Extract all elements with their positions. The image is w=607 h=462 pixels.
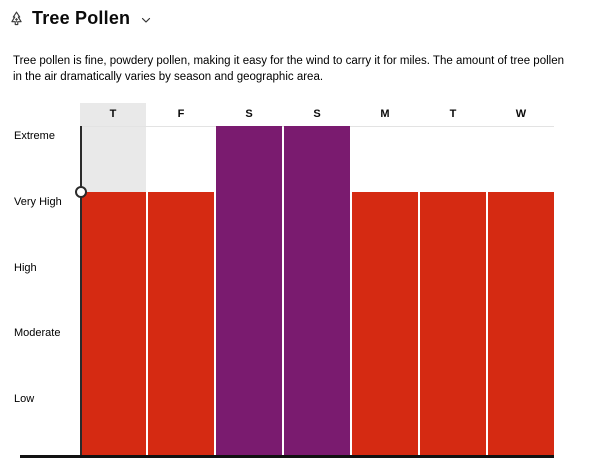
tree-icon (8, 10, 25, 27)
page-title: Tree Pollen (32, 8, 131, 28)
tree-pollen-header-toggle[interactable]: Tree Pollen (8, 8, 152, 29)
pollen-bar[interactable] (420, 191, 486, 455)
pollen-description: Tree pollen is fine, powdery pollen, mak… (13, 54, 564, 84)
day-label[interactable]: W (515, 108, 527, 120)
day-label[interactable]: T (449, 108, 457, 120)
day-label[interactable]: T (109, 108, 117, 120)
x-axis-line (20, 455, 554, 458)
pollen-bar[interactable] (148, 191, 214, 455)
y-axis-label: Very High (14, 195, 62, 208)
pollen-bar[interactable] (488, 191, 554, 455)
day-label[interactable]: M (380, 108, 390, 120)
scrubber-line (80, 126, 82, 455)
tree-pollen-chart: Extreme Very High High Moderate Low T F S S M T W (0, 103, 607, 460)
y-axis-label: Low (14, 393, 35, 406)
pollen-bar[interactable] (216, 126, 282, 455)
day-label[interactable]: S (313, 108, 321, 120)
y-axis-label: Moderate (14, 327, 61, 340)
day-label[interactable]: F (177, 108, 185, 120)
y-axis-label: High (14, 261, 37, 274)
pollen-bar[interactable] (80, 191, 146, 455)
y-axis-label: Extreme (14, 130, 55, 142)
pollen-bar[interactable] (352, 191, 418, 455)
day-label[interactable]: S (245, 108, 253, 120)
pollen-bar[interactable] (284, 126, 350, 455)
scrubber-handle[interactable] (75, 185, 87, 198)
selected-day-highlight (80, 103, 146, 192)
chevron-down-icon[interactable] (140, 14, 152, 26)
